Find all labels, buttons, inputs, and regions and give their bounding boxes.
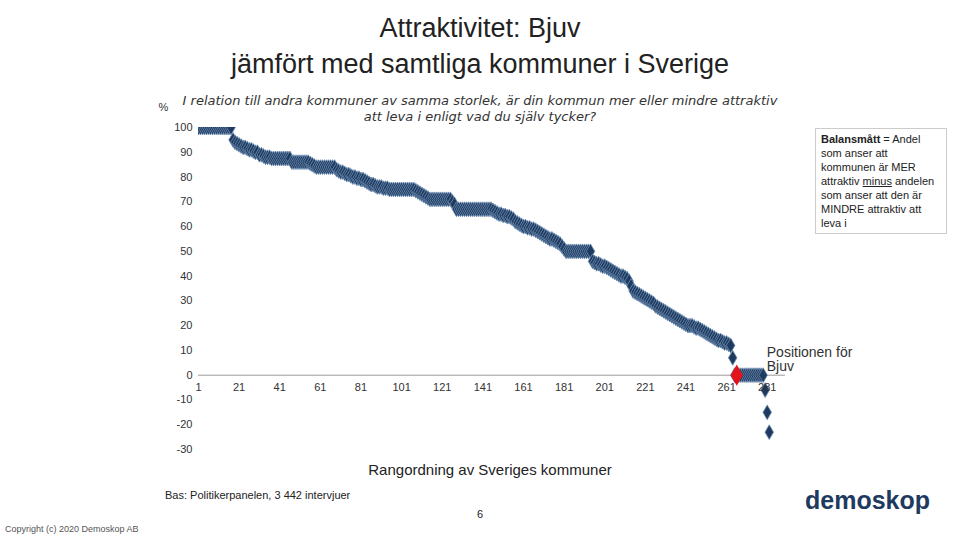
svg-text:201: 201 <box>596 381 614 393</box>
svg-text:100: 100 <box>174 121 192 133</box>
svg-text:80: 80 <box>180 171 192 183</box>
svg-text:141: 141 <box>474 381 492 393</box>
svg-text:281: 281 <box>758 381 776 393</box>
html-text:6: 6 <box>476 508 484 520</box>
svg-text:Positionen förBjuv: Positionen förBjuv <box>767 344 853 374</box>
html-text:Copyright (c) 2020 Demoskop AB: Copyright (c) 2020 Demoskop AB <box>5 524 139 534</box>
svg-text:121: 121 <box>433 381 451 393</box>
svg-text:1: 1 <box>195 381 201 393</box>
svg-text:161: 161 <box>514 381 532 393</box>
svg-text:101: 101 <box>392 381 410 393</box>
svg-text:40: 40 <box>180 270 192 282</box>
svg-text:70: 70 <box>180 195 192 207</box>
html-text:Bas: Politikerpanelen, 3 442 i: Bas: Politikerpanelen, 3 442 intervjuer <box>165 489 351 501</box>
svg-text:61: 61 <box>314 381 326 393</box>
html-text:Rangordning av Sveriges kommun: Rangordning av Sveriges kommuner <box>368 461 612 478</box>
svg-text:21: 21 <box>233 381 245 393</box>
svg-text:90: 90 <box>180 146 192 158</box>
html-text:Attraktivitet: Bjuv jämfört me: Attraktivitet: Bjuv jämfört med samtliga… <box>230 13 730 79</box>
svg-text:241: 241 <box>677 381 695 393</box>
svg-text:50: 50 <box>180 245 192 257</box>
svg-text:30: 30 <box>180 294 192 306</box>
svg-text:-30: -30 <box>177 443 193 455</box>
svg-text:10: 10 <box>180 344 192 356</box>
svg-text:-20: -20 <box>177 418 193 430</box>
html-text:I relation till andra kommuner: I relation till andra kommuner av samma … <box>182 93 778 124</box>
svg-text:181: 181 <box>555 381 573 393</box>
svg-text:81: 81 <box>355 381 367 393</box>
svg-text:261: 261 <box>717 381 735 393</box>
svg-text:41: 41 <box>274 381 286 393</box>
svg-text:%: % <box>159 101 169 113</box>
svg-text:0: 0 <box>186 369 192 381</box>
html-text:Balansmått = Andel som anser a: Balansmått = Andel som anser att kommune… <box>821 133 935 229</box>
svg-text:-10: -10 <box>177 393 193 405</box>
html-text:demoskop: demoskop <box>805 486 930 514</box>
svg-text:60: 60 <box>180 220 192 232</box>
svg-text:20: 20 <box>180 319 192 331</box>
svg-text:221: 221 <box>636 381 654 393</box>
